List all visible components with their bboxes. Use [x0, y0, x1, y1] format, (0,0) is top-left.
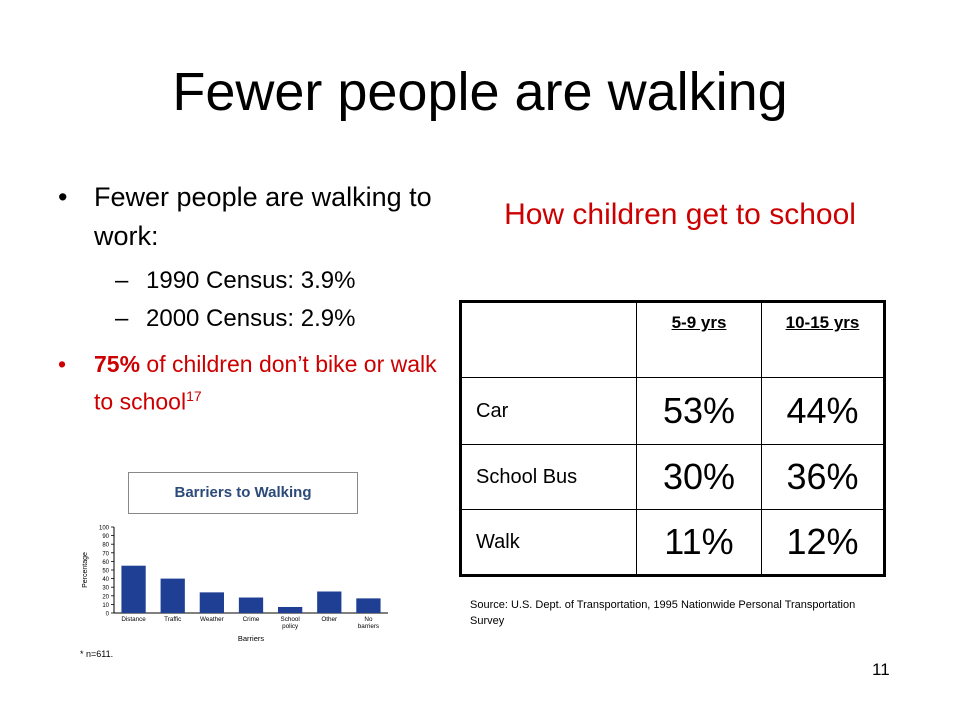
x-axis-label: Barriers	[238, 634, 265, 643]
value-cell: 44%	[761, 377, 885, 445]
y-axis-label: Percentage	[82, 552, 89, 588]
slide-number: 11	[872, 660, 890, 679]
slide-title: Fewer people are walking	[172, 62, 788, 122]
bullet-walking-to-work: Fewer people are walking to work:	[58, 178, 458, 256]
y-tick-label: 30	[102, 586, 109, 592]
barriers-bar-chart: 0 10 20 30 40 50 60 70 80 90 100 Percentage Distance…	[82, 526, 388, 643]
bullet-text: Fewer people are walking to work:	[94, 182, 432, 251]
bullet-children-statistic: 75% of children don’t bike or walk to sc…	[58, 348, 458, 418]
value-cell: 53%	[636, 377, 762, 445]
sub-bullet-text: 1990 Census: 3.9%	[146, 267, 356, 294]
y-tick-label: 50	[102, 569, 109, 575]
table-row: Walk 11% 12%	[460, 509, 885, 576]
table-row: School Bus 30% 36%	[460, 444, 885, 510]
bar	[317, 591, 342, 613]
x-tick-label: Other	[321, 616, 337, 623]
sub-bullet-1990: –1990 Census: 3.9%	[115, 267, 356, 294]
y-tick-label: 10	[102, 603, 109, 609]
bullet-highlight: 75%	[94, 351, 141, 377]
table-corner-cell	[460, 301, 637, 378]
bar	[238, 597, 264, 613]
y-tick-label: 60	[102, 560, 109, 566]
bar	[199, 592, 224, 613]
value-cell: 11%	[636, 509, 762, 576]
y-tick-label: 80	[102, 543, 109, 549]
y-tick-label: 70	[102, 551, 109, 557]
bar	[160, 578, 185, 613]
x-tick-label: barriers	[358, 623, 379, 630]
column-header-10-15: 10-15 yrs	[761, 301, 885, 378]
sub-bullet-2000: –2000 Census: 2.9%	[115, 305, 356, 332]
bar	[121, 565, 146, 613]
chart-caption-box: Barriers to Walking	[128, 472, 358, 514]
mode-label: Car	[460, 377, 637, 445]
x-tick-label: Weather	[200, 616, 224, 623]
y-tick-label: 20	[102, 594, 109, 600]
x-tick-label: Distance	[121, 616, 146, 623]
bullet-text: of children don’t bike or walk to school	[94, 351, 437, 415]
value-cell: 30%	[636, 444, 762, 510]
y-tick-label: 90	[102, 534, 109, 540]
chart-footnote: * n=611.	[80, 649, 114, 659]
value-cell: 12%	[761, 509, 885, 576]
travel-mode-table: 5-9 yrs 10-15 yrs Car 53% 44% School Bus…	[459, 300, 886, 577]
value-cell: 36%	[761, 444, 885, 510]
x-tick-label: policy	[282, 623, 299, 630]
table-title: How children get to school	[504, 198, 856, 231]
bullet-list: Fewer people are walking to work: –1990 …	[58, 178, 458, 426]
y-tick-label: 100	[99, 526, 110, 532]
bar	[356, 598, 381, 613]
citation-superscript: 17	[186, 388, 202, 404]
x-tick-label: Crime	[243, 616, 260, 623]
x-tick-label: Traffic	[164, 616, 181, 623]
mode-label: School Bus	[460, 444, 637, 510]
sub-bullet-text: 2000 Census: 2.9%	[146, 305, 356, 332]
y-tick-label: 0	[106, 612, 110, 618]
source-citation: Source: U.S. Dept. of Transportation, 19…	[470, 599, 856, 627]
y-tick-label: 40	[102, 577, 109, 583]
column-header-5-9: 5-9 yrs	[636, 301, 762, 378]
bar	[278, 606, 303, 613]
mode-label: Walk	[460, 509, 637, 576]
x-tick-label: School	[281, 616, 300, 623]
x-tick-label: No	[364, 616, 373, 623]
table-row: Car 53% 44%	[460, 377, 885, 445]
